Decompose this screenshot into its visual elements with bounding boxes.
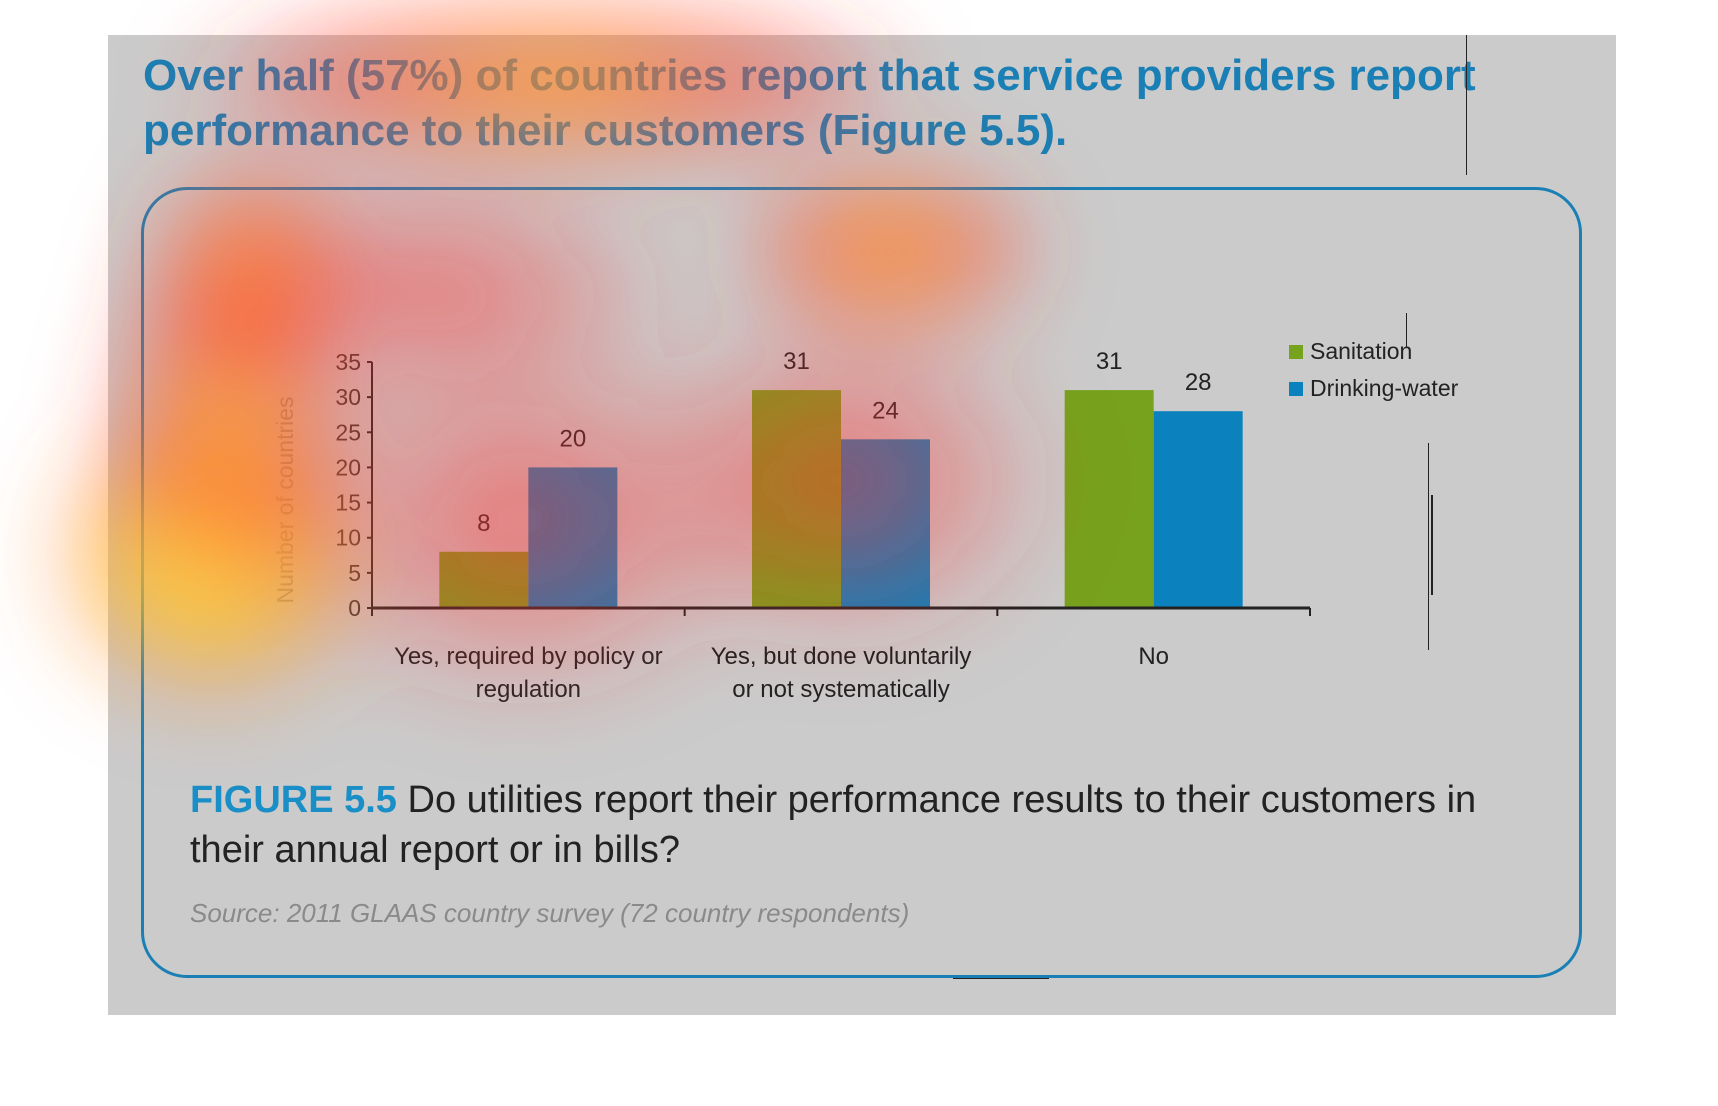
y-tick-label: 35 [335, 349, 361, 375]
x-tick-label: No [1138, 643, 1169, 670]
bar-drinking-water [841, 439, 930, 608]
data-label: 20 [559, 425, 586, 452]
divider-line [1466, 35, 1467, 175]
legend-swatch-drinking-water [1289, 381, 1303, 396]
x-tick-label: or not systematically [732, 676, 949, 703]
bar-drinking-water [1153, 411, 1243, 608]
x-tick-label: regulation [476, 676, 581, 703]
y-axis: 0 5 10 15 20 25 30 35 [335, 349, 373, 621]
data-label: 28 [1185, 369, 1212, 396]
y-tick-label: 0 [348, 595, 361, 621]
bars [439, 390, 1243, 608]
legend-item-sanitation: Sanitation [1289, 333, 1458, 370]
legend-swatch-sanitation [1289, 344, 1303, 359]
y-tick-label: 5 [348, 560, 361, 586]
x-tick-label: Yes, but done voluntarily [711, 643, 972, 670]
y-tick-label: 10 [335, 525, 361, 551]
bar-drinking-water [528, 467, 618, 608]
legend-label: Drinking-water [1310, 375, 1459, 401]
bar-sanitation [439, 551, 529, 608]
data-label: 8 [477, 510, 490, 537]
data-label: 31 [783, 348, 810, 375]
y-tick-label: 15 [335, 490, 361, 516]
y-tick-label: 20 [335, 454, 361, 480]
divider-line [1428, 443, 1429, 650]
bar-sanitation [1064, 390, 1154, 608]
y-axis-label: Number of countries [272, 396, 298, 603]
bar-sanitation [752, 390, 841, 608]
x-tick-label: Yes, required by policy or [394, 643, 663, 670]
caption-text: Do utilities report their performance re… [190, 779, 1477, 871]
divider-line [1431, 495, 1433, 595]
divider-line [953, 978, 1049, 979]
x-axis: Yes, required by policy or regulation Yes,… [371, 606, 1311, 703]
source-note: Source: 2011 GLAAS country survey (72 co… [190, 898, 910, 928]
legend-item-drinking-water: Drinking-water [1289, 370, 1458, 407]
data-label: 24 [872, 397, 899, 424]
y-tick-label: 30 [335, 384, 361, 410]
divider-line [1406, 313, 1407, 347]
legend-label: Sanitation [1310, 338, 1413, 364]
y-tick-label: 25 [335, 419, 361, 445]
data-label: 31 [1096, 348, 1123, 375]
figure-caption: FIGURE 5.5 Do utilities report their per… [190, 775, 1550, 875]
figure-label: FIGURE 5.5 [190, 779, 397, 821]
legend: Sanitation Drinking-water [1289, 333, 1458, 407]
